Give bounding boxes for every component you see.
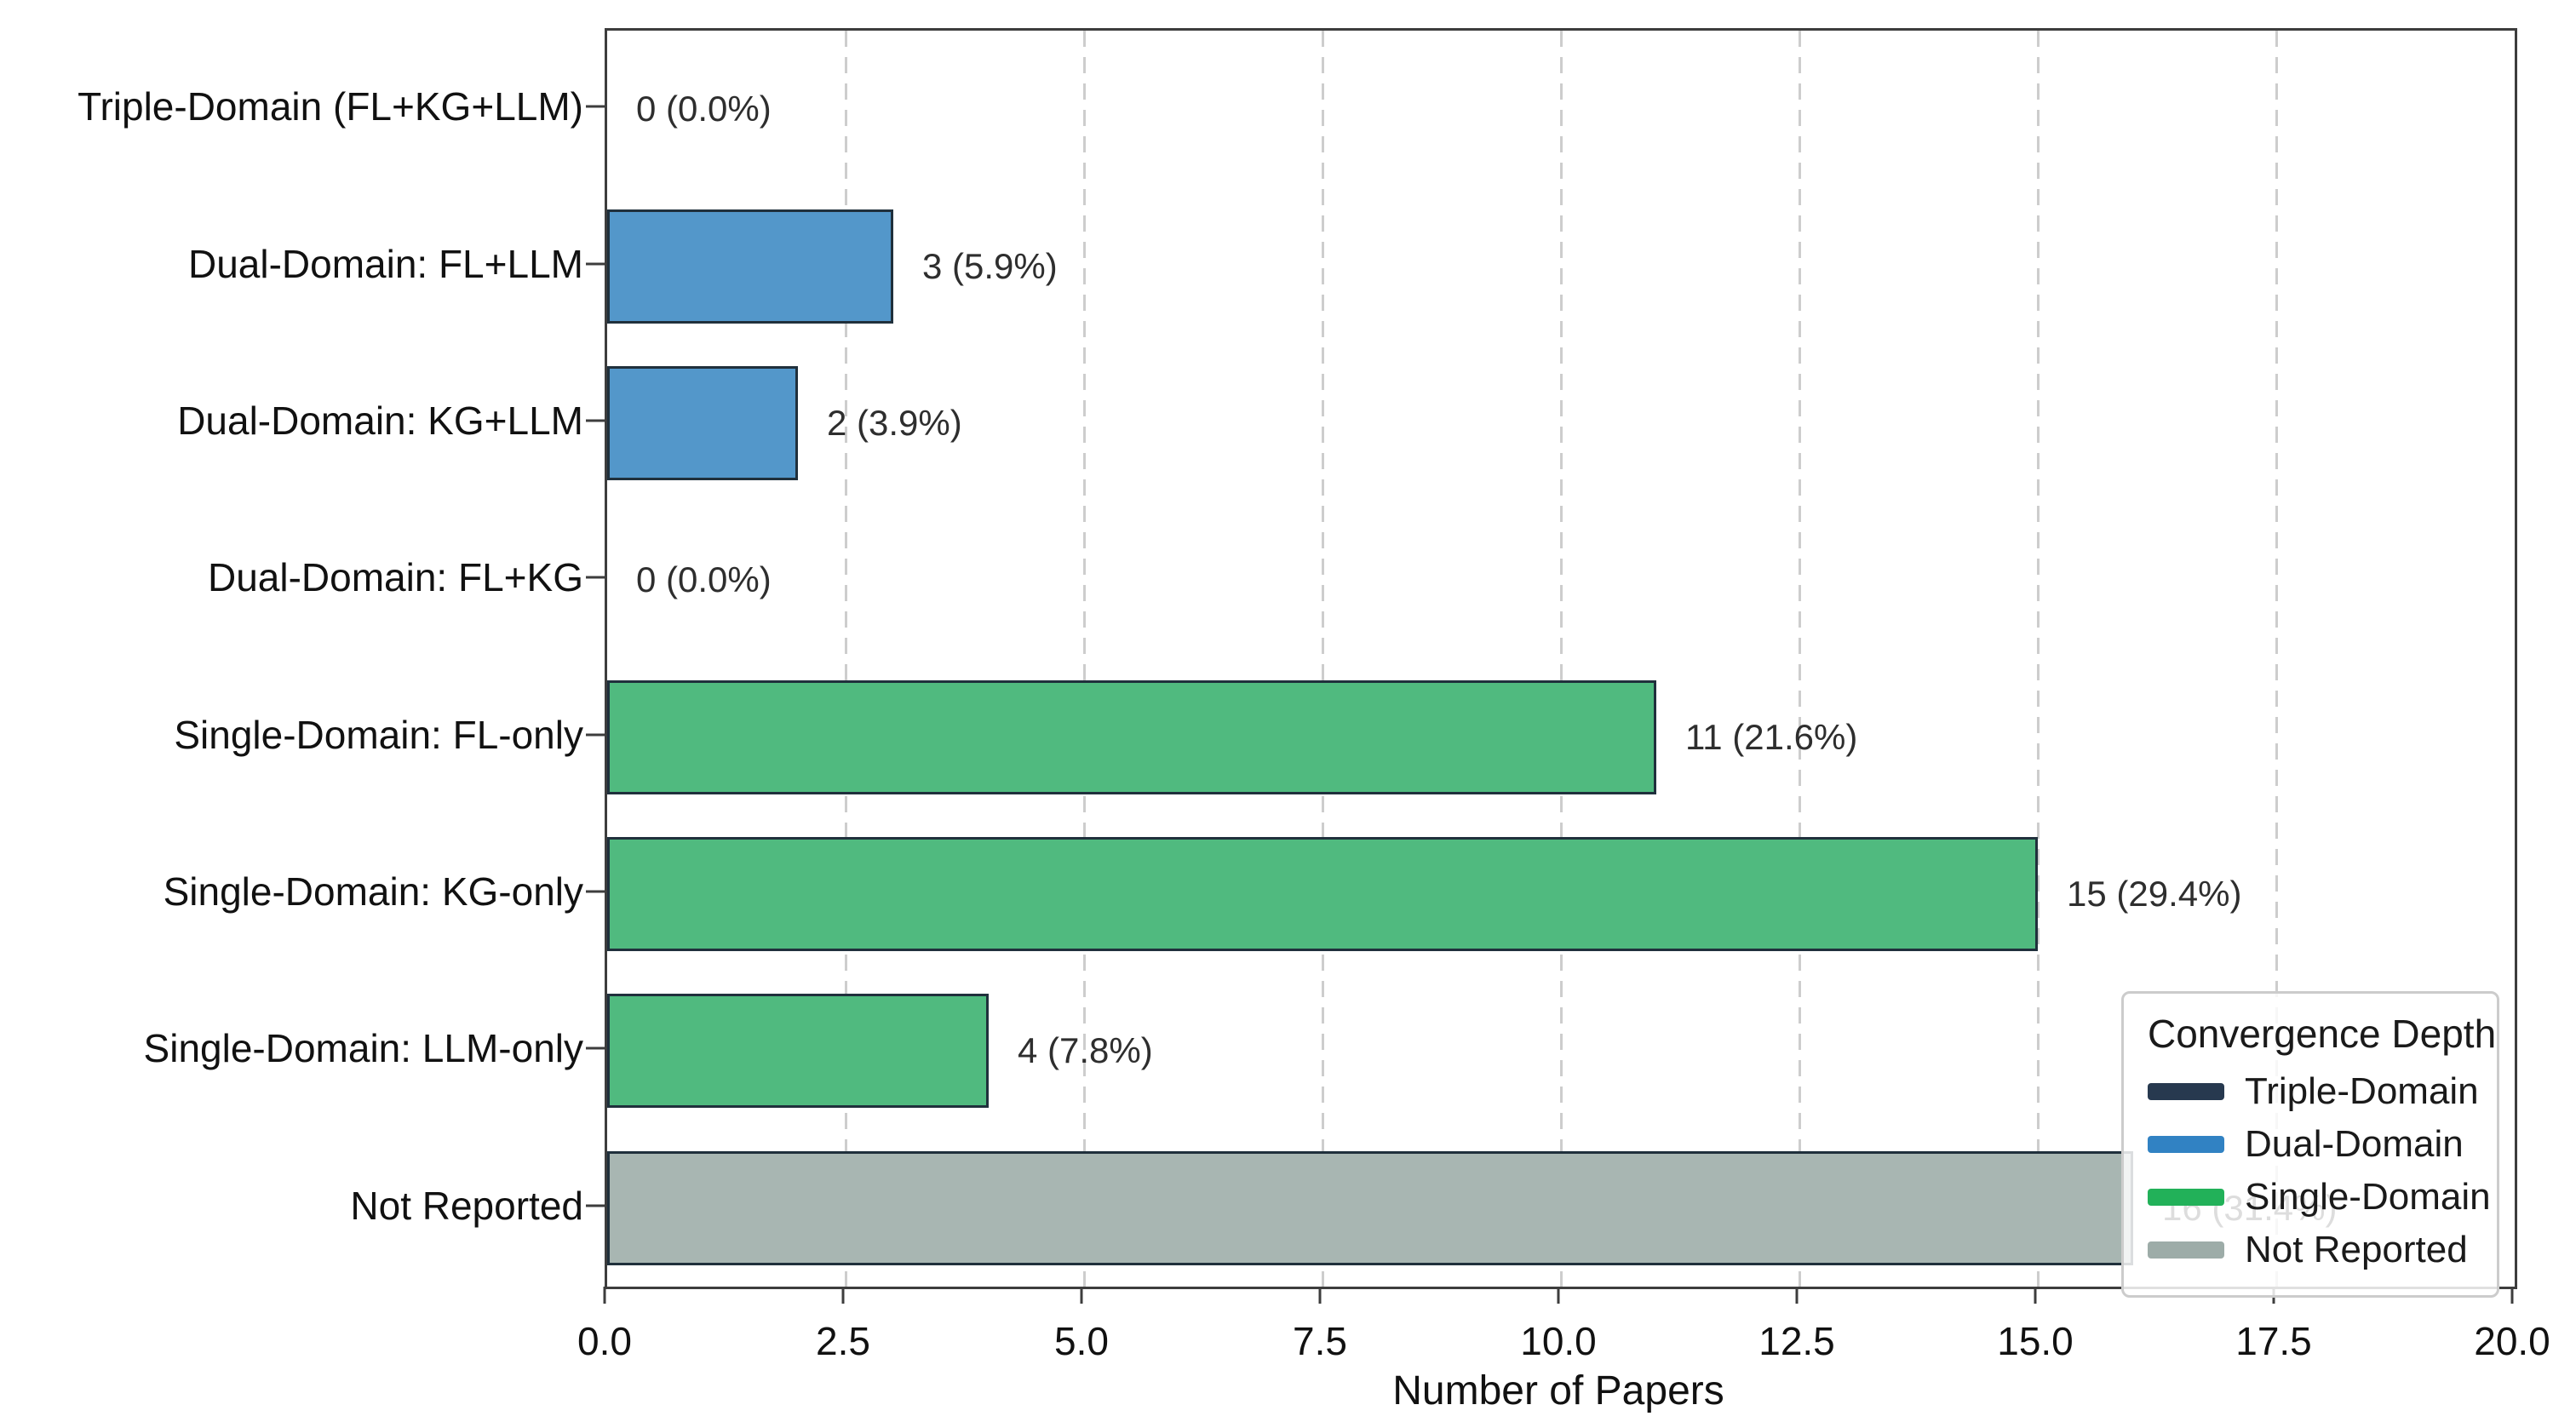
legend-item-label: Triple-Domain [2245,1070,2479,1112]
x-axis-title: Number of Papers [1392,1368,1724,1413]
y-tick-label: Not Reported [350,1183,583,1228]
y-tick-label: Dual-Domain: FL+KG [208,555,583,600]
legend-swatch [2148,1189,2224,1206]
y-tick-mark [586,576,605,579]
x-tick-mark [1318,1287,1322,1304]
bar-value-label: 4 (7.8%) [1018,1030,1153,1071]
x-tick-label: 17.5 [2235,1319,2312,1363]
legend-item: Not Reported [2148,1224,2473,1276]
y-tick-label: Dual-Domain: FL+LLM [187,241,583,286]
y-tick-mark [586,1204,605,1207]
x-tick-label: 10.0 [1520,1319,1597,1363]
legend-title: Convergence Depth [2148,1012,2497,1056]
y-tick-label: Single-Domain: FL-only [174,712,583,757]
y-tick-mark [586,105,605,108]
bar-value-label: 0 (0.0%) [636,559,772,600]
legend-item: Triple-Domain [2148,1065,2479,1118]
legend-items: Triple-Domain Dual-Domain Single-Domain Not… [2148,1065,2491,1276]
plot-area: 0 (0.0%) 3 (5.9%) 2 (3.9%) 0 (0.0%) 11 (21.6… [605,28,2517,1289]
x-tick-label: 15.0 [1997,1319,2074,1363]
gridline [2036,31,2040,1287]
x-tick-mark [841,1287,845,1304]
y-tick-label: Single-Domain: KG-only [163,869,583,915]
gridline [1559,31,1563,1287]
gridline [844,31,847,1287]
bar [607,365,798,480]
gridline [1082,31,1086,1287]
x-tick-label: 12.5 [1758,1319,1835,1363]
gridline [1321,31,1324,1287]
bar [607,994,989,1109]
y-tick-label: Dual-Domain: KG+LLM [177,398,583,443]
bar-value-label: 15 (29.4%) [2067,874,2242,915]
bar-value-label: 11 (21.6%) [1685,716,1858,757]
legend-item-label: Single-Domain [2245,1176,2491,1218]
gridline [2275,31,2278,1287]
x-tick-label: 7.5 [1293,1319,1347,1363]
legend-item-label: Dual-Domain [2245,1123,2464,1165]
x-tick-mark [1795,1287,1799,1304]
y-tick-mark [586,262,605,266]
bar [607,837,2038,952]
x-tick-mark [2510,1287,2514,1304]
bar [607,209,893,324]
x-tick-mark [1080,1287,1083,1304]
x-tick-label: 5.0 [1054,1319,1109,1363]
legend: Convergence Depth Triple-Domain Dual-Doma… [2121,991,2499,1298]
legend-item-label: Not Reported [2245,1229,2468,1270]
x-tick-label: 2.5 [816,1319,870,1363]
x-tick-mark [603,1287,606,1304]
gridline [1798,31,1801,1287]
y-tick-mark [586,419,605,422]
legend-item: Single-Domain [2148,1171,2491,1224]
y-tick-label: Triple-Domain (FL+KG+LLM) [77,84,583,129]
y-tick-mark [586,733,605,737]
bar-value-label: 2 (3.9%) [827,402,962,443]
legend-swatch [2148,1241,2224,1259]
y-tick-label: Single-Domain: LLM-only [143,1026,583,1071]
y-tick-mark [586,890,605,893]
legend-item: Dual-Domain [2148,1118,2473,1171]
bar-value-label: 0 (0.0%) [636,89,772,129]
bar [607,1150,2133,1265]
legend-swatch [2148,1083,2224,1100]
legend-swatch [2148,1136,2224,1153]
x-tick-label: 20.0 [2474,1319,2550,1363]
y-tick-mark [586,1046,605,1050]
x-tick-mark [1557,1287,1560,1304]
x-tick-label: 0.0 [577,1319,632,1363]
x-tick-mark [2034,1287,2037,1304]
bar-value-label: 3 (5.9%) [922,245,1058,286]
bar [607,679,1656,794]
